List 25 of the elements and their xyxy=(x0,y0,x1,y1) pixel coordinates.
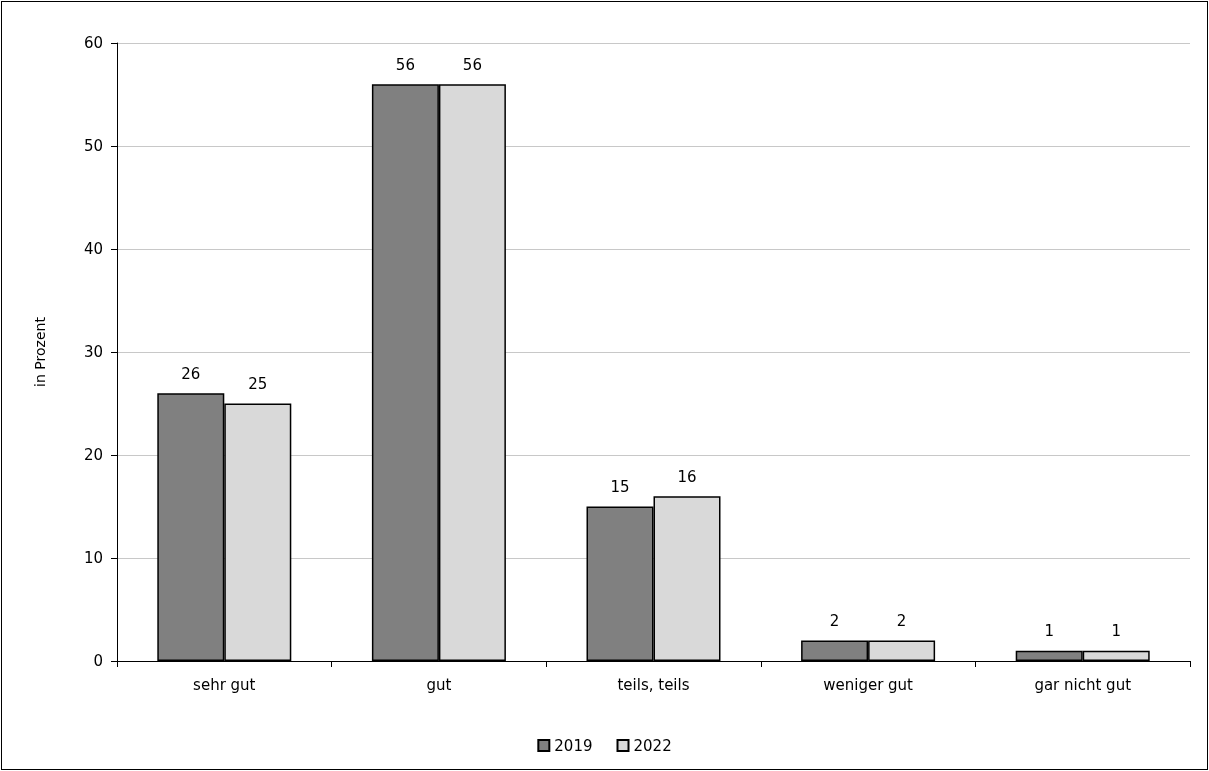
y-tick-label: 0 xyxy=(93,652,103,670)
data-label: 56 xyxy=(395,55,415,74)
x-tick-label: sehr gut xyxy=(193,675,256,694)
data-label: 16 xyxy=(677,467,697,486)
legend-label: 2019 xyxy=(554,736,593,755)
data-label: 2 xyxy=(829,611,840,630)
x-tick-label: teils, teils xyxy=(617,675,690,694)
y-tick-label: 10 xyxy=(83,549,103,567)
data-label: 1 xyxy=(1111,622,1121,641)
data-label: 26 xyxy=(181,364,201,383)
data-label: 25 xyxy=(248,375,268,393)
y-tick-label: 30 xyxy=(83,343,103,361)
data-label: 2 xyxy=(896,611,907,630)
data-label: 15 xyxy=(610,478,630,496)
y-axis-title: in Prozent xyxy=(32,316,48,387)
data-label: 1 xyxy=(1044,622,1054,641)
y-tick-label: 50 xyxy=(83,137,103,155)
x-tick-label: gar nicht gut xyxy=(1034,675,1132,694)
legend-label: 2022 xyxy=(633,736,672,755)
x-tick-label: weniger gut xyxy=(823,675,914,694)
data-label: 56 xyxy=(462,55,482,74)
y-tick-label: 60 xyxy=(83,34,103,52)
y-tick-label: 20 xyxy=(83,446,103,464)
x-tick-label: gut xyxy=(426,675,452,694)
y-tick-label: 40 xyxy=(83,240,103,258)
